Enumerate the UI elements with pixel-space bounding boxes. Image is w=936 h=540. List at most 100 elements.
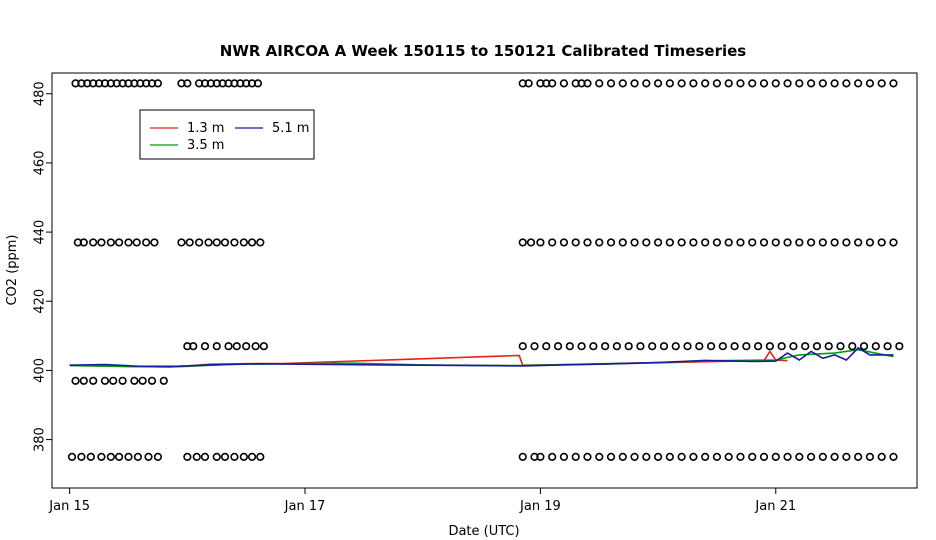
calibration-point [618,238,627,247]
calibration-point [730,342,739,351]
calibration-point [71,376,80,385]
calibration-point [571,238,580,247]
calibration-point [595,79,604,88]
calibration-point [771,238,780,247]
calibration-point [530,342,539,351]
calibration-point [724,79,733,88]
calibration-point [133,452,143,461]
calibration-point [518,342,527,351]
calibration-point [712,452,722,461]
y-tick-label: 380 [33,427,48,452]
y-tick-label: 440 [33,220,48,245]
y-tick-label: 480 [33,81,48,106]
calibration-point [595,238,604,247]
calibration-point [77,452,86,461]
calibration-point [106,452,115,461]
calibration-point [636,342,645,351]
calibration-point [865,79,875,88]
calibration-point [824,342,833,351]
calibration-point [595,452,604,461]
calibration-point [653,238,663,247]
calibration-point [630,79,639,88]
calibration-point [677,238,686,247]
calibration-point [138,376,147,385]
calibration-point [665,79,674,88]
legend: 1.3 m 3.5 m 5.1 m [139,109,315,160]
calibration-point [583,79,592,88]
calibration-point [536,452,545,461]
x-axis: Jan 15 Jan 17 Jan 19 Jan 21 [48,488,796,514]
calibration-point [877,238,886,247]
calibration-point [242,342,251,351]
calibration-point [212,452,221,461]
calibration-point [230,238,239,247]
calibration-point [185,238,194,247]
calibration-point [192,452,201,461]
calibration-point [759,79,769,88]
calibration-point [124,238,133,247]
calibration-point [144,452,153,461]
calibration-point [114,238,124,247]
calibration-point [724,452,733,461]
calibration-point [220,452,230,461]
calibration-point [883,342,892,351]
calibration-point [559,452,569,461]
calibration-point [865,452,875,461]
calibration-point [812,342,822,351]
calibration-point [132,238,141,247]
calibration-point [106,238,115,247]
calibration-point [518,238,527,247]
calibration-point [642,452,651,461]
calibration-point [754,342,763,351]
calibration-point [630,238,639,247]
calibration-point [230,452,239,461]
calibration-point [142,238,151,247]
calibration-point [859,342,869,351]
calibration-point [524,79,533,88]
calibration-point [624,342,633,351]
calibration-point [247,238,257,247]
calibration-point [689,238,698,247]
chart-title: NWR AIRCOA A Week 150115 to 150121 Calib… [220,42,747,60]
x-tick-label: Jan 19 [519,499,561,514]
calibration-point [642,79,651,88]
calibration-point [212,238,221,247]
calibration-point [130,376,139,385]
calibration-point [677,79,686,88]
calibration-point [736,452,745,461]
calibration-points [67,79,904,461]
calibration-point [795,238,804,247]
calibration-point [842,452,851,461]
calibration-point [771,79,780,88]
calibration-point [67,452,77,461]
calibration-point [718,342,727,351]
calibration-point [200,452,210,461]
series-lines [69,346,894,368]
calibration-point [771,452,780,461]
calibration-point [642,238,651,247]
y-axis: 380 400 420 440 460 480 [33,81,52,452]
legend-box [139,109,315,160]
calibration-point [665,452,674,461]
calibration-point [159,376,168,385]
calibration-point [220,238,230,247]
calibration-point [854,79,863,88]
calibration-point [630,452,639,461]
calibration-point [239,452,248,461]
calibration-point [256,238,265,247]
calibration-point [871,342,880,351]
calibration-point [183,452,192,461]
calibration-point [100,376,110,385]
calibration-point [712,79,722,88]
calibration-point [256,452,265,461]
y-axis-label: CO2 (ppm) [5,234,20,305]
calibration-point [683,342,692,351]
calibration-point [877,452,886,461]
calibration-point [706,342,716,351]
calibration-point [195,238,204,247]
calibration-point [701,452,710,461]
calibration-point [783,452,792,461]
calibration-point [251,342,260,351]
calibration-point [118,376,127,385]
